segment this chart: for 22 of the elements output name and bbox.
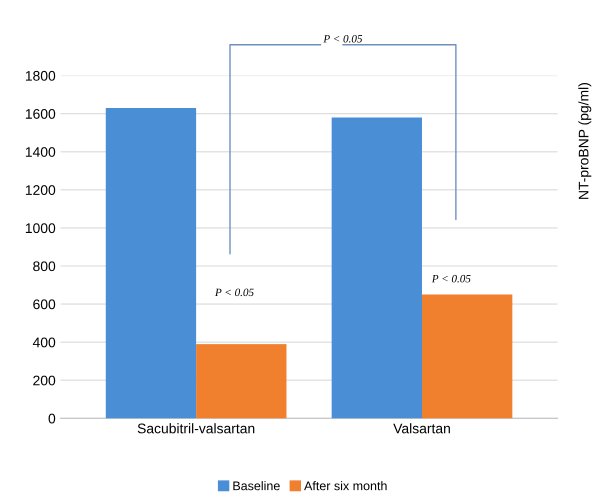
x-tick-label: Valsartan: [393, 423, 450, 434]
y-tick-label: 0: [48, 414, 56, 424]
annotation: P < 0.05: [432, 274, 471, 282]
bar: [422, 294, 512, 418]
y-tick-label: 1400: [26, 147, 56, 157]
bar: [196, 344, 286, 418]
y-tick-label: 400: [32, 337, 56, 348]
y-tick-label: 1600: [26, 109, 56, 119]
y-tick-label: 600: [33, 299, 56, 310]
annotation: P < 0.05: [214, 288, 254, 296]
y-axis-title: NT-proBNP (pg/ml): [578, 83, 592, 199]
legend-label: After six month: [304, 481, 387, 490]
legend-label: Baseline: [233, 481, 280, 490]
y-tick-label: 200: [33, 376, 56, 386]
bar: [106, 108, 196, 418]
bar: [332, 117, 422, 418]
y-tick-label: 1800: [26, 70, 56, 81]
y-tick-label: 1000: [26, 223, 56, 234]
text: P < 0.05: [323, 35, 362, 43]
y-tick-label: 1200: [26, 185, 56, 196]
y-tick-label: 800: [33, 261, 56, 272]
x-tick-label: Sacubitril-valsartan: [138, 423, 254, 434]
